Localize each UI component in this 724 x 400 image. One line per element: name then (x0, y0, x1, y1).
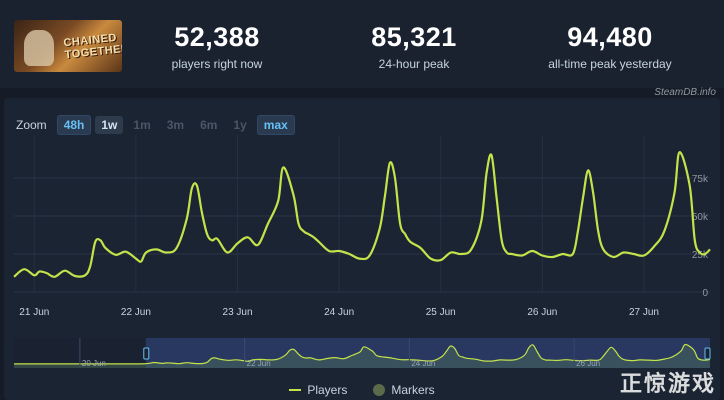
stat-players-now: 52,388 players right now (142, 22, 292, 71)
stat-label: players right now (171, 57, 263, 71)
navigator-date-label: 22 Jun (247, 359, 271, 368)
navigator-handle[interactable] (704, 347, 711, 360)
zoom-label: Zoom (16, 118, 47, 132)
stat-24h-peak: 85,321 24-hour peak (339, 22, 489, 71)
stat-value: 94,480 (567, 22, 653, 52)
y-tick-label: 0 (702, 288, 708, 299)
navigator-date-label: 24 Jun (411, 359, 435, 368)
steamdb-watermark[interactable]: SteamDB.info (654, 87, 716, 98)
stat-value: 85,321 (371, 22, 457, 52)
navigator-handle[interactable] (143, 347, 150, 360)
game-thumbnail[interactable]: CHAINED TOGETHER (14, 20, 122, 72)
stat-value: 52,388 (174, 22, 260, 52)
players-line-swatch (289, 389, 302, 391)
corner-watermark-logo: 正惊游戏 (619, 371, 716, 396)
header-bar: CHAINED TOGETHER 52,388 players right no… (0, 0, 724, 88)
zoom-6m-button[interactable]: 6m (200, 118, 218, 132)
x-tick-label: 25 Jun (426, 307, 456, 318)
x-tick-label: 21 Jun (19, 307, 49, 318)
chart-legend: Players Markers (0, 383, 724, 397)
zoom-1w-button[interactable]: 1w (95, 116, 124, 134)
zoom-1y-button[interactable]: 1y (233, 118, 247, 132)
zoom-3m-button[interactable]: 3m (166, 118, 185, 132)
x-tick-label: 27 Jun (629, 307, 659, 318)
x-tick-label: 26 Jun (527, 307, 557, 318)
markers-dot-swatch (373, 384, 386, 396)
legend-players-label: Players (307, 383, 348, 397)
legend-markers[interactable]: Markers (373, 383, 435, 397)
zoom-1m-button[interactable]: 1m (133, 118, 151, 132)
legend-players[interactable]: Players (289, 383, 347, 397)
navigator-date-label: 20 Jun (82, 359, 106, 368)
y-tick-label: 25k (692, 250, 709, 261)
y-tick-label: 50k (692, 212, 709, 223)
x-tick-label: 22 Jun (121, 307, 151, 318)
x-tick-label: 23 Jun (223, 307, 253, 318)
stat-label: 24-hour peak (378, 57, 450, 71)
zoom-controls: Zoom 48h 1w 1m 3m 6m 1y max (16, 115, 295, 135)
navigator-date-label: 26 Jun (576, 359, 600, 368)
players-series-line (13, 151, 711, 278)
stat-label: all-time peak yesterday (548, 57, 672, 71)
y-tick-label: 75k (692, 174, 709, 185)
legend-markers-label: Markers (391, 383, 435, 397)
stat-all-time-peak: 94,480 all-time peak yesterday (535, 22, 685, 71)
zoom-max-button[interactable]: max (256, 115, 295, 135)
character-figure (24, 30, 54, 66)
zoom-48h-button[interactable]: 48h (56, 115, 92, 135)
navigator-line (14, 343, 711, 365)
x-tick-label: 24 Jun (324, 307, 354, 318)
